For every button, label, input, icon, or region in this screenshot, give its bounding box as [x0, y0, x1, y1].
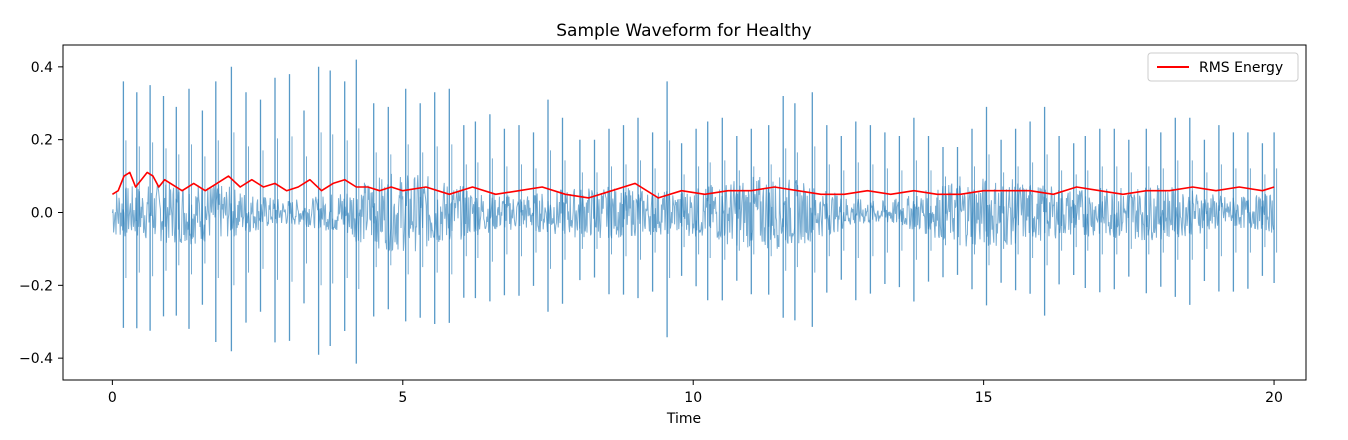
rms-energy-line	[111, 171, 1275, 199]
y-tick-label: 0.0	[31, 206, 53, 222]
chart-title: Sample Waveform for Healthy	[556, 21, 812, 41]
x-tick-label: 10	[684, 390, 702, 406]
legend-label-rms-energy: RMS Energy	[1199, 60, 1283, 76]
y-axis: −0.4 −0.2 0.0 0.2 0.4	[19, 60, 63, 367]
y-tick-label: −0.4	[19, 351, 53, 367]
x-tick-label: 5	[398, 390, 407, 406]
x-tick-label: 0	[108, 390, 117, 406]
x-tick-label: 15	[975, 390, 993, 406]
y-tick-label: 0.2	[31, 133, 53, 149]
y-tick-label: 0.4	[31, 60, 53, 76]
legend-box	[1147, 52, 1299, 82]
rms-energy-series	[111, 171, 1275, 199]
x-axis: 0 5 10 15 20	[108, 380, 1283, 406]
y-tick-label: −0.2	[19, 278, 53, 294]
x-axis-label: Time	[666, 411, 701, 427]
legend: RMS Energy	[1147, 52, 1299, 82]
waveform-series	[111, 59, 1278, 364]
x-tick-label: 20	[1265, 390, 1283, 406]
